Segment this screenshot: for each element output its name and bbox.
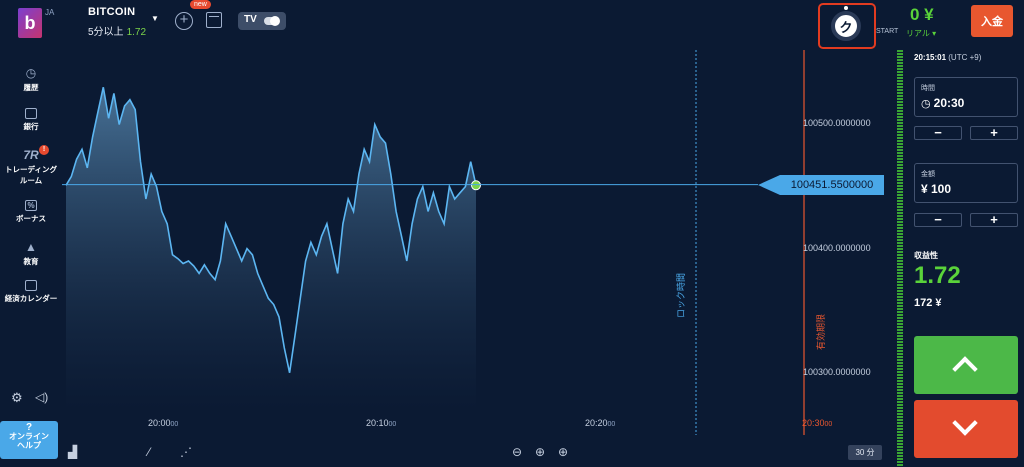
new-badge: new	[190, 0, 211, 9]
amount-label: 金額	[921, 171, 935, 178]
timer-icon[interactable]: ク	[831, 11, 861, 41]
account-type-selector[interactable]: リアル ▾	[906, 29, 937, 38]
deposit-button[interactable]: 入金	[971, 5, 1013, 37]
amount-plus-button[interactable]: +	[970, 213, 1018, 227]
arrow-up-icon	[952, 356, 978, 382]
alert-badge: !	[39, 145, 49, 155]
online-help-button[interactable]: ? オンライン ヘルプ	[0, 421, 58, 459]
call-up-button[interactable]	[914, 336, 1018, 394]
calendar-icon	[25, 280, 37, 291]
price-line	[65, 87, 477, 373]
sentiment-strip	[897, 50, 903, 467]
help-label-line1: オンライン	[9, 432, 49, 441]
bonus-icon: %	[25, 200, 37, 211]
zoom-in-icon[interactable]: ⊕	[558, 445, 569, 459]
profit-label: 収益性	[914, 251, 938, 260]
server-clock: 20:15:01 (UTC +9)	[914, 53, 981, 62]
amount-field[interactable]: 金額 ¥ 100	[914, 163, 1018, 203]
left-sidebar: ◷ 履歴 銀行 7R ! トレーディング ルーム % ボーナス ▲ 教育 経済カ…	[0, 50, 62, 467]
language-selector[interactable]: JA	[45, 8, 55, 17]
draw-line-icon[interactable]: ⁄	[148, 445, 151, 459]
current-price-tag: 100451.5500000	[758, 174, 884, 195]
zoom-out-icon[interactable]: ⊖	[512, 445, 523, 459]
amount-value[interactable]: ¥ 100	[921, 182, 952, 196]
asset-payout: 1.72	[126, 27, 147, 38]
current-point-dot	[471, 180, 481, 191]
sidebar-item-label: 履歴	[23, 83, 39, 92]
asset-details: 5分以上 1.72	[88, 23, 146, 38]
indicators-icon[interactable]: ⋰	[180, 445, 192, 459]
current-price-value: 100451.5500000	[780, 174, 884, 195]
time-value[interactable]: ◷ 20:30	[921, 96, 964, 110]
graduation-icon: ▲	[25, 240, 37, 254]
time-tick-label: 20:0000	[148, 418, 179, 428]
asset-duration: 5分以上	[88, 27, 124, 38]
clock-timezone: (UTC +9)	[948, 53, 982, 62]
price-area	[66, 87, 476, 410]
trading-room-icon: 7R	[23, 148, 39, 162]
top-bar: b JA BITCOIN ▼ 5分以上 1.72 + new TV ク START…	[0, 0, 1024, 50]
wallet-icon	[25, 108, 37, 119]
price-tick-label: 100500.0000000	[803, 118, 871, 129]
sidebar-item-label: 経済カレンダー	[4, 294, 58, 303]
period-selector[interactable]: 30 分	[848, 445, 882, 460]
tradingview-icon: TV	[244, 14, 257, 25]
time-value-text: 20:30	[933, 96, 965, 110]
expiry-time-field[interactable]: 時間 ◷ 20:30	[914, 77, 1018, 117]
put-down-button[interactable]	[914, 400, 1018, 458]
add-asset-icon[interactable]: +	[175, 12, 193, 30]
sidebar-item-bonus[interactable]: % ボーナス	[0, 200, 62, 224]
chart-type-icon[interactable]: ▟	[68, 445, 78, 459]
profit-amount: 172 ¥	[914, 297, 942, 309]
schedule-icon[interactable]	[206, 12, 222, 28]
lock-time-label: ロック時間	[676, 272, 686, 318]
time-minus-button[interactable]: −	[914, 126, 962, 140]
sidebar-item-economic-calendar[interactable]: 経済カレンダー	[0, 280, 62, 304]
sidebar-item-label: 銀行	[23, 122, 39, 131]
sidebar-item-bank[interactable]: 銀行	[0, 108, 62, 132]
asset-name[interactable]: BITCOIN	[88, 6, 136, 18]
price-chart[interactable]: 20:0000 20:1000 20:2000 100500.0000000 1004…	[62, 50, 904, 467]
sidebar-item-history[interactable]: ◷ 履歴	[0, 66, 62, 93]
clock-icon: ◷	[25, 66, 37, 80]
account-balance[interactable]: 0 ¥	[910, 5, 934, 24]
time-plus-button[interactable]: +	[970, 126, 1018, 140]
amount-minus-button[interactable]: −	[914, 213, 962, 227]
clock-small-icon: ◷	[921, 98, 934, 110]
trade-panel: 20:15:01 (UTC +9) 時間 ◷ 20:30 − + 金額 ¥ 10…	[906, 50, 1024, 467]
clock-time: 20:15:01	[914, 53, 947, 62]
expiry-time: 20:3000	[802, 418, 832, 428]
expiry-time-sec: 00	[824, 421, 833, 428]
sidebar-item-label: トレーディング	[5, 165, 57, 174]
sidebar-item-label: ボーナス	[16, 214, 46, 223]
chart-toolbar: ▟ ⁄ ⋰ ⊖ ⊕ ⊕ 30 分	[62, 442, 904, 467]
brand-logo[interactable]: b	[18, 8, 42, 38]
start-label: START	[876, 28, 899, 35]
price-pointer	[758, 174, 780, 195]
help-question-icon: ?	[25, 422, 33, 433]
tradingview-toggle[interactable]: TV	[238, 12, 286, 30]
timer-dot-icon	[844, 6, 848, 10]
start-timer-highlight[interactable]: ク	[818, 3, 876, 49]
price-tick-label: 100400.0000000	[803, 242, 871, 253]
asset-dropdown-icon[interactable]: ▼	[151, 14, 159, 23]
time-label: 時間	[921, 85, 935, 92]
sidebar-item-label-line2: ルーム	[19, 176, 43, 185]
chart-canvas[interactable]	[62, 50, 904, 467]
price-tick-label: 100300.0000000	[803, 366, 871, 377]
arrow-down-icon	[952, 410, 978, 436]
expiry-label: 有効期限	[816, 313, 826, 350]
sidebar-item-label: 教育	[23, 257, 39, 266]
time-tick-label: 20:2000	[585, 418, 616, 428]
settings-icon[interactable]: ⚙	[11, 390, 23, 405]
sidebar-item-education[interactable]: ▲ 教育	[0, 240, 62, 267]
toggle-knob	[270, 16, 280, 26]
center-chart-icon[interactable]: ⊕	[535, 445, 546, 459]
help-label-line2: ヘルプ	[17, 441, 41, 450]
sound-icon[interactable]: ◁)	[35, 390, 49, 404]
time-tick-label: 20:1000	[366, 418, 397, 428]
sidebar-item-trading-room[interactable]: 7R ! トレーディング ルーム	[0, 145, 62, 186]
expiry-time-main: 20:30	[802, 418, 825, 428]
profit-rate: 1.72	[914, 262, 961, 289]
